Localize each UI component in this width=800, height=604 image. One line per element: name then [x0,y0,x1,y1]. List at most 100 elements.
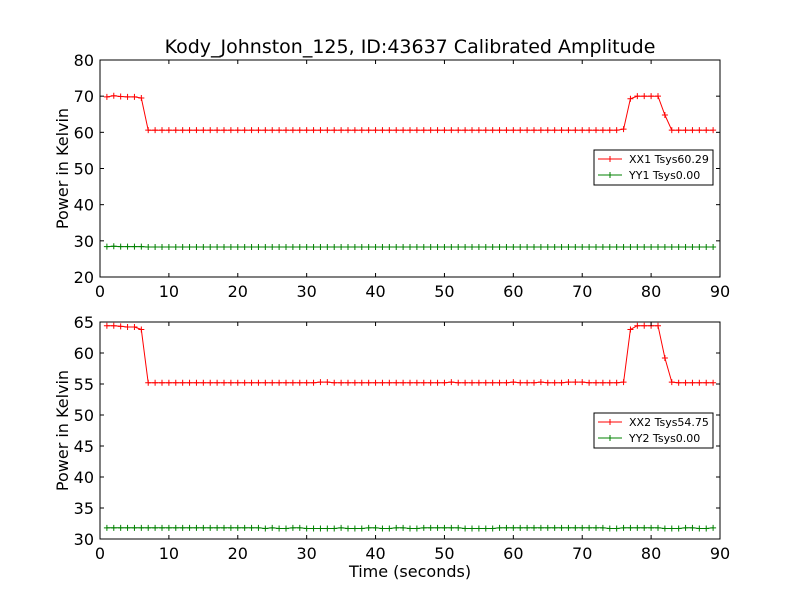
data-point [110,92,117,99]
series-2-2 [103,524,717,532]
data-point [627,524,634,531]
data-point [427,379,434,386]
data-point [655,524,661,531]
data-point [648,243,655,250]
data-point [269,243,276,250]
data-point [234,243,241,250]
data-point [517,127,524,134]
data-point [351,525,358,532]
data-point [613,379,620,386]
data-point [365,127,372,134]
data-point [441,127,448,134]
data-point [193,243,200,250]
data-point [124,243,131,250]
data-point [462,379,469,386]
data-point [489,525,496,532]
series-1-2 [103,243,717,250]
data-point [289,379,296,386]
data-point [496,379,503,386]
x-tick-label: 60 [503,282,523,301]
y-axis-label: Power in Kelvin [53,370,72,491]
data-point [613,525,620,532]
x-tick-label: 70 [572,282,592,301]
y-tick-label: 70 [74,87,94,106]
x-tick-label: 90 [710,282,730,301]
data-point [138,243,145,250]
data-point [358,525,365,532]
data-point [400,127,407,134]
data-point [179,127,186,134]
top-panel: 0 10 20 30 40 50 60 70 80 90 20 30 40 50 60 70 80 Power i… [53,51,730,301]
data-point [441,379,448,386]
data-point [455,127,462,134]
data-point [386,379,393,386]
x-tick-label: 70 [572,544,592,563]
data-point [152,524,159,531]
data-point [682,379,689,386]
data-point [303,379,310,386]
data-point [172,127,179,134]
data-point [482,243,489,250]
data-point [531,379,537,386]
data-point [544,524,551,531]
data-point [386,127,393,134]
data-point [145,127,152,134]
plot-frame [99,321,721,540]
data-point [131,93,138,100]
data-point [324,525,331,532]
x-tick-label: 80 [641,282,661,301]
data-point [407,127,413,134]
data-point [482,127,489,134]
data-point [599,127,606,134]
data-point [207,524,214,531]
data-point [579,379,586,386]
data-point [351,127,358,134]
data-point [648,93,655,100]
data-point [531,524,537,531]
chart-title: Kody_Johnston_125, ID:43637 Calibrated A… [165,36,656,58]
data-point [317,379,324,386]
data-point [434,524,441,531]
data-point [117,243,124,250]
data-point [489,379,496,386]
data-point [179,524,186,531]
data-point [248,379,255,386]
x-tick-label: 50 [434,282,454,301]
data-point [696,243,703,250]
data-point [634,524,641,531]
data-point [455,524,462,531]
data-point [510,524,517,531]
data-point [255,524,262,531]
data-point [510,127,517,134]
data-point [172,243,179,250]
data-point [200,524,207,531]
data-point [510,379,517,386]
data-point [255,127,262,134]
y-axis-label: Power in Kelvin [53,108,72,229]
data-point [331,525,338,532]
data-point [165,127,172,134]
y-tick-label: 40 [74,468,94,487]
data-point [310,127,317,134]
data-point [544,379,551,386]
data-point [372,379,379,386]
data-point [179,379,186,386]
legend: XX2 Tsys54.75 YY2 Tsys0.00 [593,412,714,449]
data-point [276,127,283,134]
data-point [620,126,627,133]
data-point [283,525,289,532]
x-axis-label: Time (seconds) [348,562,471,581]
data-point [572,243,579,250]
legend-label: YY1 Tsys0.00 [628,169,700,182]
data-point [517,243,524,250]
data-point [138,524,145,531]
x-tick-label: 40 [365,544,385,563]
data-point [276,525,283,532]
data-point [372,524,379,531]
data-point [710,524,717,531]
data-point [227,243,234,250]
data-point [351,379,358,386]
data-point [448,243,455,250]
data-point [407,379,413,386]
data-point [296,379,303,386]
